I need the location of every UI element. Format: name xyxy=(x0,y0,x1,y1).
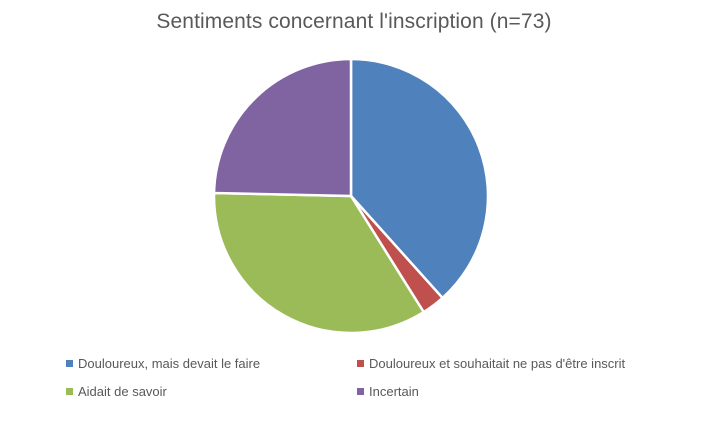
legend-item-douloureux-devait: Douloureux, mais devait le faire xyxy=(66,356,260,371)
chart-legend: Douloureux, mais devait le faire Doulour… xyxy=(66,356,686,406)
legend-item-douloureux-souhaitait: Douloureux et souhaitait ne pas d'être i… xyxy=(357,356,625,371)
pie-slice-aidait-de-savoir xyxy=(212,191,425,335)
legend-swatch xyxy=(357,360,364,367)
legend-item-incertain: Incertain xyxy=(357,384,419,399)
legend-swatch xyxy=(66,388,73,395)
pie-slice-douloureux-devait xyxy=(349,57,490,300)
pie-slice-incertain xyxy=(212,57,353,198)
legend-swatch xyxy=(357,388,364,395)
legend-label: Douloureux et souhaitait ne pas d'être i… xyxy=(369,356,626,371)
pie-chart xyxy=(212,57,490,335)
legend-label: Douloureux, mais devait le faire xyxy=(78,356,261,371)
chart-title: Sentiments concernant l'inscription (n=7… xyxy=(156,10,552,33)
legend-label: Aidait de savoir xyxy=(78,384,167,399)
legend-item-aidait-de-savoir: Aidait de savoir xyxy=(66,384,167,399)
legend-swatch xyxy=(66,360,73,367)
pie-slices xyxy=(212,57,490,335)
legend-label: Incertain xyxy=(369,384,419,399)
